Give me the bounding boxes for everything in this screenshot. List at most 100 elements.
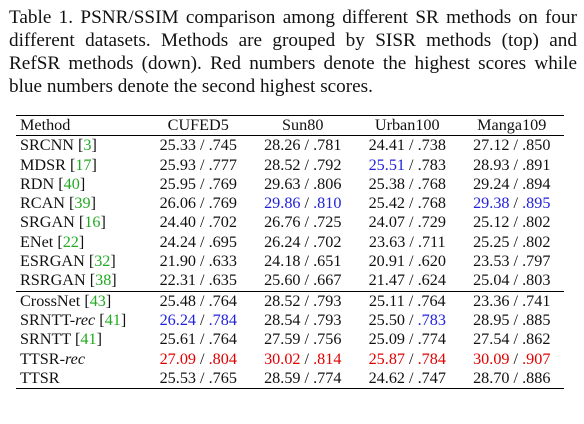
ssim-value: .729 bbox=[417, 213, 446, 232]
score-cell: 25.53 / .765 bbox=[146, 368, 251, 390]
score-cell: 25.12 / .802 bbox=[473, 213, 551, 232]
results-table: Method CUFED5 Sun80 Urban100 Manga109 SR… bbox=[16, 115, 564, 390]
score-cell: 24.24 / .695 bbox=[159, 232, 237, 251]
psnr-value: 23.36 bbox=[473, 291, 510, 310]
citation-link[interactable]: 41 bbox=[80, 330, 97, 349]
citation-link[interactable]: 3 bbox=[83, 136, 92, 155]
ssim-value: .907 bbox=[522, 349, 551, 368]
ssim-value: .624 bbox=[417, 271, 446, 290]
ssim-value: .765 bbox=[208, 368, 237, 387]
citation-link[interactable]: 17 bbox=[75, 155, 92, 174]
ssim-value: .777 bbox=[208, 155, 237, 174]
psnr-value: 24.41 bbox=[368, 136, 405, 155]
ssim-value: .633 bbox=[208, 252, 237, 271]
psnr-value: 27.09 bbox=[159, 349, 196, 368]
psnr-value: 25.48 bbox=[159, 291, 196, 310]
citation-link[interactable]: 16 bbox=[84, 213, 101, 232]
method-variant: rec bbox=[75, 310, 96, 329]
psnr-value: 28.70 bbox=[473, 368, 510, 387]
score-cell: 25.09 / .774 bbox=[368, 330, 446, 349]
psnr-value: 25.42 bbox=[368, 194, 405, 213]
ssim-value: .806 bbox=[313, 174, 342, 193]
score-cell: 26.24 / .784 bbox=[159, 310, 237, 329]
psnr-value: 30.02 bbox=[264, 349, 301, 368]
psnr-value: 27.54 bbox=[473, 330, 510, 349]
method-name-cell: RSRGAN [38] bbox=[20, 271, 117, 290]
psnr-value: 20.91 bbox=[368, 252, 405, 271]
score-cell: 28.59 / .774 bbox=[250, 368, 355, 390]
psnr-value: 25.12 bbox=[473, 213, 510, 232]
method-name-cell: TTSR bbox=[16, 368, 146, 390]
ssim-value: .804 bbox=[208, 349, 237, 368]
score-cell: 25.04 / .803 bbox=[473, 271, 551, 290]
score-cell: 25.87 / .784 bbox=[368, 349, 446, 368]
score-cell: 25.42 / .768 bbox=[368, 194, 446, 213]
method-name: TTSR- bbox=[20, 349, 65, 368]
ssim-value: .741 bbox=[522, 291, 551, 310]
ssim-value: .895 bbox=[522, 194, 551, 213]
citation-link[interactable]: 32 bbox=[94, 252, 111, 271]
psnr-value: 28.95 bbox=[473, 310, 510, 329]
score-cell: 28.52 / .792 bbox=[264, 155, 342, 174]
score-cell: 25.51 / .783 bbox=[368, 155, 446, 174]
score-cell: 27.12 / .850 bbox=[473, 136, 551, 155]
psnr-value: 25.09 bbox=[368, 330, 405, 349]
table-caption: Table 1. PSNR/SSIM comparison among diff… bbox=[9, 7, 577, 97]
score-cell: 22.31 / .635 bbox=[159, 271, 237, 290]
refsr-group: CrossNet [43] 25.48 / .764 28.52 / .793 25.… bbox=[16, 290, 564, 390]
psnr-value: 26.24 bbox=[264, 232, 301, 251]
score-cell: 23.53 / .797 bbox=[473, 252, 551, 271]
header-cufed5: CUFED5 bbox=[167, 116, 229, 134]
method-name-cell: MDSR [17] bbox=[20, 155, 97, 174]
method-name-cell: RDN [40] bbox=[20, 174, 86, 193]
ssim-value: .738 bbox=[417, 136, 446, 155]
score-cell: 24.18 / .651 bbox=[264, 252, 342, 271]
method-name: MDSR bbox=[20, 155, 66, 174]
citation-link[interactable]: 40 bbox=[63, 174, 80, 193]
psnr-value: 25.51 bbox=[368, 155, 405, 174]
score-cell: 20.91 / .620 bbox=[368, 252, 446, 271]
psnr-value: 28.52 bbox=[264, 155, 301, 174]
ssim-value: .802 bbox=[522, 232, 551, 251]
score-cell: 26.24 / .702 bbox=[264, 232, 342, 251]
psnr-value: 24.24 bbox=[159, 232, 196, 251]
score-cell: 29.24 / .894 bbox=[473, 174, 551, 193]
citation-link[interactable]: 43 bbox=[89, 291, 106, 310]
psnr-value: 21.47 bbox=[368, 271, 405, 290]
ssim-value: .711 bbox=[417, 232, 446, 251]
score-cell: 28.26 / .781 bbox=[264, 136, 342, 155]
method-name: RSRGAN bbox=[20, 271, 86, 290]
citation-link[interactable]: 39 bbox=[74, 194, 91, 213]
ssim-value: .764 bbox=[208, 330, 237, 349]
table-row: MDSR [17] 25.93 / .777 28.52 / .792 25.51 /… bbox=[16, 156, 564, 175]
score-cell: 24.41 / .738 bbox=[368, 136, 446, 155]
ssim-value: .793 bbox=[313, 310, 342, 329]
score-cell: 24.40 / .702 bbox=[159, 213, 237, 232]
ssim-value: .695 bbox=[208, 232, 237, 251]
score-cell: 25.93 / .777 bbox=[159, 155, 237, 174]
ssim-value: .781 bbox=[313, 136, 342, 155]
ssim-value: .814 bbox=[313, 349, 342, 368]
ssim-value: .745 bbox=[208, 136, 237, 155]
score-cell: 28.93 / .891 bbox=[473, 155, 551, 174]
score-cell: 25.50 / .783 bbox=[368, 310, 446, 329]
ssim-value: .797 bbox=[522, 252, 551, 271]
method-name: SRGAN bbox=[20, 213, 75, 232]
psnr-value: 28.52 bbox=[264, 291, 301, 310]
score-cell: 26.76 / .725 bbox=[264, 213, 342, 232]
citation-link[interactable]: 38 bbox=[95, 271, 112, 290]
score-cell: 27.59 / .756 bbox=[264, 330, 342, 349]
ssim-value: .891 bbox=[522, 155, 551, 174]
ssim-value: .783 bbox=[417, 155, 446, 174]
score-cell: 28.54 / .793 bbox=[264, 310, 342, 329]
score-cell: 25.95 / .769 bbox=[159, 174, 237, 193]
citation-link[interactable]: 41 bbox=[104, 310, 121, 329]
score-cell: 21.47 / .624 bbox=[368, 271, 446, 290]
score-cell: 28.95 / .885 bbox=[473, 310, 551, 329]
method-name-cell: RCAN [39] bbox=[20, 194, 96, 213]
table-row: SRCNN [3] 25.33 / .745 28.26 / .781 24.41 /… bbox=[16, 136, 564, 156]
psnr-value: 25.61 bbox=[159, 330, 196, 349]
psnr-value: 29.86 bbox=[264, 194, 301, 213]
citation-link[interactable]: 22 bbox=[62, 232, 79, 251]
table-row: RDN [40] 25.95 / .769 29.63 / .806 25.38 / … bbox=[16, 175, 564, 194]
